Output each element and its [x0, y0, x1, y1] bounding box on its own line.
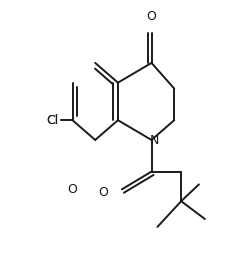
Text: O: O: [67, 183, 77, 196]
Text: N: N: [149, 134, 158, 147]
Text: O: O: [98, 186, 108, 199]
Text: Cl: Cl: [46, 114, 59, 127]
Text: O: O: [146, 10, 156, 23]
Text: Cl: Cl: [46, 114, 59, 127]
